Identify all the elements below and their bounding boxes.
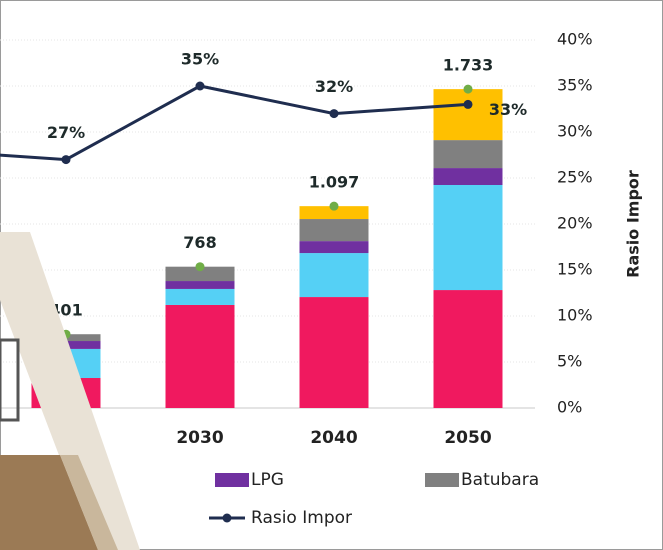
total-label: 1.733 xyxy=(443,56,494,75)
bar-segment xyxy=(433,168,503,185)
bar-segment xyxy=(433,290,503,408)
total-label: 1.097 xyxy=(309,173,360,192)
y2-tick-label: 30% xyxy=(557,122,593,141)
y2-tick-label: 10% xyxy=(557,306,593,325)
bar-segment xyxy=(165,304,235,408)
line-marker xyxy=(329,109,339,119)
bar-segment xyxy=(165,281,235,289)
photo-overlay xyxy=(0,232,140,550)
line-marker xyxy=(61,155,71,165)
y2-tick-label: 35% xyxy=(557,76,593,95)
line-label: 27% xyxy=(47,123,85,142)
y2-tick-label: 25% xyxy=(557,168,593,187)
bar-segment xyxy=(299,253,369,298)
bar-segment xyxy=(433,140,503,169)
bar-segment xyxy=(165,288,235,305)
bar-segment xyxy=(299,241,369,254)
y2-tick-label: 20% xyxy=(557,214,593,233)
line-label: 35% xyxy=(181,50,219,69)
total-marker xyxy=(463,84,473,94)
bar-segment xyxy=(433,89,503,141)
y2-tick-label: 0% xyxy=(557,398,582,417)
legend-label: Batubara xyxy=(461,470,539,490)
line-marker xyxy=(463,99,473,109)
bar-segment xyxy=(299,219,369,242)
bar-segment xyxy=(433,184,503,291)
x-tick-label: 2030 xyxy=(176,428,223,448)
line-marker xyxy=(195,81,205,91)
bar-segment xyxy=(299,206,369,220)
line-label: 32% xyxy=(315,77,353,96)
y2-tick-label: 15% xyxy=(557,260,593,279)
x-tick-label: 2050 xyxy=(444,428,491,448)
y2-axis-label: Rasio Impor xyxy=(624,170,643,278)
legend-swatch xyxy=(215,473,249,487)
line-label: 33% xyxy=(489,100,527,119)
x-tick-label: 2040 xyxy=(310,428,357,448)
legend-marker xyxy=(222,513,232,523)
legend-swatch xyxy=(425,473,459,487)
y2-tick-label: 40% xyxy=(557,30,593,49)
legend-label: LPG xyxy=(251,470,284,490)
total-label: 768 xyxy=(183,233,216,252)
legend-label: Rasio Impor xyxy=(251,508,352,528)
total-marker xyxy=(195,262,205,272)
bar-segment xyxy=(165,266,235,282)
bar-segment xyxy=(299,297,369,408)
y2-tick-label: 5% xyxy=(557,352,582,371)
total-marker xyxy=(329,201,339,211)
